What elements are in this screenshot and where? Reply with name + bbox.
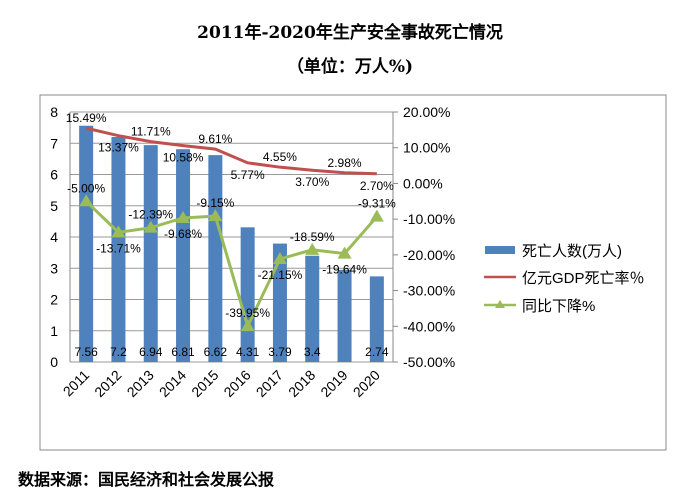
series-line: [85, 200, 378, 331]
line-data-label: -12.39%: [128, 208, 173, 222]
x-tick-label: 2018: [285, 367, 318, 400]
bar: [208, 155, 223, 362]
series-line: [85, 126, 377, 176]
legend-swatch: [485, 246, 515, 254]
marker: [143, 220, 158, 233]
marker: [79, 194, 94, 207]
y-left-tick-label: 8: [50, 104, 58, 120]
marker: [369, 209, 384, 222]
x-tick-label: 2019: [317, 367, 350, 400]
line-data-label: 11.71%: [131, 125, 171, 139]
source-note: 数据来源：国民经济和社会发展公报: [18, 470, 275, 489]
bar-data-label: 6.81: [171, 345, 195, 359]
marker: [337, 246, 352, 259]
bar: [240, 227, 255, 362]
marker: [111, 225, 126, 238]
line-data-label: -18.59%: [290, 230, 335, 244]
bar: [176, 149, 191, 362]
bar-data-label: 3.79: [268, 345, 292, 359]
y-left-tick-label: 7: [50, 135, 58, 151]
line-data-label: -13.71%: [96, 241, 141, 255]
bar: [79, 125, 94, 362]
line-data-label: 5.77%: [231, 168, 265, 182]
line-data-label: -19.64%: [322, 263, 367, 277]
x-tick-label: 2013: [124, 367, 157, 400]
chart-frame: [39, 94, 667, 451]
y-left-tick-label: 1: [50, 323, 58, 339]
bar-data-label: 2.74: [365, 345, 389, 359]
legend-label: 同比下降%: [522, 298, 595, 315]
line-data-label: 4.55%: [263, 150, 297, 164]
marker: [305, 242, 320, 255]
bar: [369, 276, 384, 362]
y-left-tick-label: 5: [50, 198, 58, 214]
marker: [240, 319, 255, 332]
line-data-label: -21.15%: [258, 268, 303, 282]
bar: [272, 243, 287, 362]
bar: [111, 137, 126, 362]
line-data-label: -39.95%: [225, 306, 270, 320]
line-data-label: -9.68%: [164, 227, 202, 241]
line-data-label: 2.98%: [328, 156, 362, 170]
y-right-tick-label: 20.00%: [403, 104, 450, 120]
line-data-label: 2.70%: [360, 179, 394, 193]
legend-label: 死亡人数(万人): [522, 243, 622, 260]
y-right-tick-label: -40.00%: [403, 318, 455, 334]
y-right-tick-label: 0.00%: [403, 175, 443, 191]
x-tick-label: 2015: [188, 367, 221, 400]
line-data-label: 9.61%: [198, 132, 232, 146]
y-left-tick-label: 4: [50, 229, 58, 245]
y-left-tick-label: 6: [50, 167, 58, 183]
legend-label: 亿元GDP死亡率％: [522, 270, 645, 287]
y-left-tick-label: 0: [50, 354, 58, 370]
line-data-label: 13.37%: [98, 141, 139, 155]
bar-data-label: 3.4: [304, 345, 321, 359]
y-right-tick-label: -50.00%: [403, 354, 455, 370]
marker: [208, 209, 223, 222]
bar: [337, 269, 352, 362]
bar-data-label: 6.62: [204, 345, 228, 359]
x-tick-label: 2012: [91, 367, 124, 400]
x-tick-label: 2020: [350, 367, 383, 400]
x-tick-label: 2011: [60, 367, 93, 400]
y-right-tick-label: -20.00%: [403, 247, 455, 263]
chart-title: 2011年-2020年生产安全事故死亡情况: [197, 23, 503, 43]
chart-subtitle: （单位：万人%): [286, 57, 414, 77]
line-data-label: -5.00%: [67, 181, 105, 195]
marker: [176, 211, 191, 223]
x-tick-label: 2014: [156, 367, 189, 400]
y-right-tick-label: -10.00%: [403, 211, 455, 227]
bar-data-label: 4.31: [236, 345, 260, 359]
line-data-label: -9.31%: [358, 197, 396, 211]
y-right-tick-label: 10.00%: [403, 140, 450, 156]
x-tick-label: 2017: [253, 367, 286, 400]
bar-data-label: 7.2: [110, 345, 127, 359]
line-data-label: 3.70%: [295, 175, 329, 189]
line-data-label: -9.15%: [196, 196, 234, 210]
legend-marker: [495, 300, 505, 308]
bar-data-label: 7.56: [74, 345, 98, 359]
line-data-label: 15.49%: [66, 111, 107, 125]
y-left-tick-label: 3: [50, 260, 58, 276]
marker: [272, 251, 287, 264]
bar: [305, 255, 320, 362]
x-tick-label: 2016: [220, 367, 253, 400]
bar-data-label: 6.94: [139, 345, 163, 359]
y-left-tick-label: 2: [50, 292, 58, 308]
bar: [143, 145, 158, 362]
y-right-tick-label: -30.00%: [403, 283, 455, 299]
line-data-label: 10.58%: [163, 151, 204, 165]
